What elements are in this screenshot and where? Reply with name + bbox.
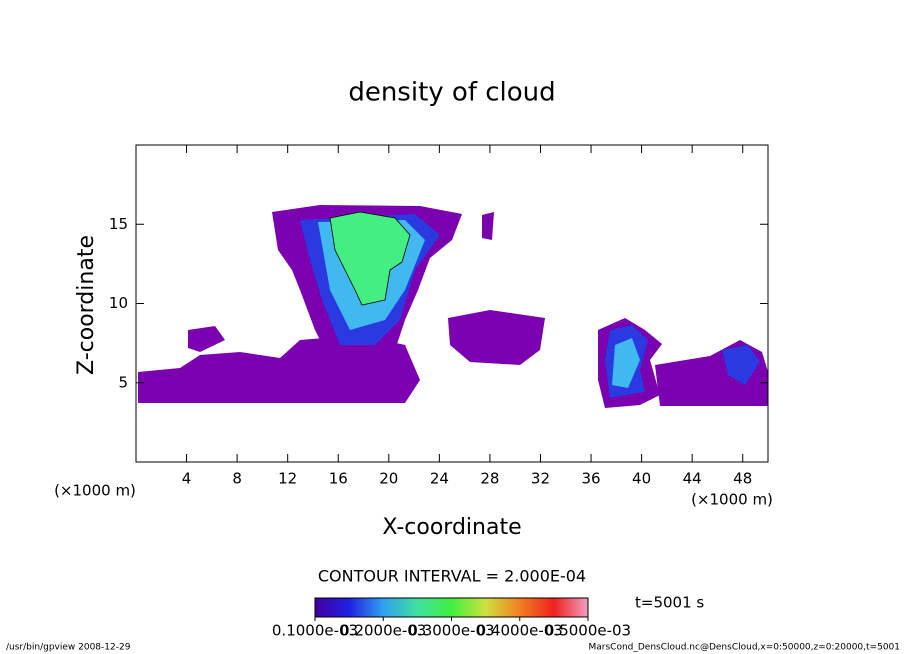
y-axis-label: Z-coordinate xyxy=(74,235,99,375)
colorbar-tick-label: 0.1000e-03 xyxy=(272,622,358,640)
x-tick-label: 20 xyxy=(379,470,398,488)
x-tick-label: 8 xyxy=(232,470,242,488)
x-axis-label: X-coordinate xyxy=(382,515,521,540)
colorbar-tick-label: 0.4000e-03 xyxy=(477,622,563,640)
colorbar-tick-label: 0.5000e-03 xyxy=(545,622,631,640)
y-tick-label: 15 xyxy=(109,215,128,233)
x-tick-label: 32 xyxy=(531,470,550,488)
y-tick-label: 10 xyxy=(109,294,128,312)
colorbar-tick-label: 0.3000e-03 xyxy=(408,622,494,640)
cloud-field xyxy=(138,205,768,408)
footer-right: MarsCond_DensCloud.nc@DensCloud,x=0:5000… xyxy=(589,643,901,653)
x-tick-label: 16 xyxy=(329,470,348,488)
colorbar-tick-label: 0.2000e-03 xyxy=(340,622,426,640)
colorbar xyxy=(314,597,589,618)
x-tick-label: 36 xyxy=(581,470,600,488)
x-tick-label: 40 xyxy=(632,470,651,488)
chart-title: density of cloud xyxy=(348,78,555,108)
x-tick-label: 44 xyxy=(683,470,702,488)
time-label: t=5001 s xyxy=(635,594,704,612)
y-tick-label: 5 xyxy=(118,373,128,391)
y-unit-label: (×1000 m) xyxy=(54,482,136,500)
x-tick-label: 28 xyxy=(480,470,499,488)
plot-frame xyxy=(135,144,769,463)
contour-interval: CONTOUR INTERVAL = 2.000E-04 xyxy=(318,567,586,586)
x-tick-label: 24 xyxy=(430,470,449,488)
x-tick-label: 48 xyxy=(733,470,752,488)
x-unit-label: (×1000 m) xyxy=(691,491,773,509)
x-tick-label: 4 xyxy=(182,470,192,488)
footer-left: /usr/bin/gpview 2008-12-29 xyxy=(6,643,131,653)
x-tick-label: 12 xyxy=(278,470,297,488)
